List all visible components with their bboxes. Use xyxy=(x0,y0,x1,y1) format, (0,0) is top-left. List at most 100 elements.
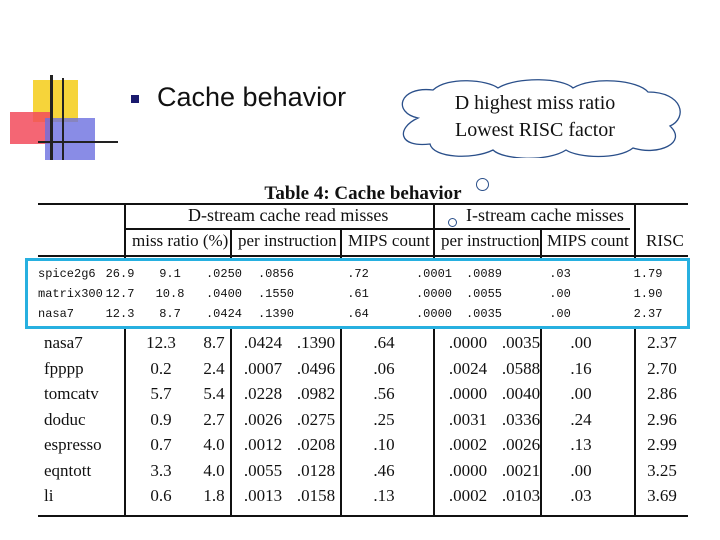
table-cell: 4.0 xyxy=(203,460,225,480)
table-cell: .06 xyxy=(373,358,395,378)
highlight-cell: .0001 xyxy=(415,267,452,281)
highlight-cell: .03 xyxy=(549,267,571,281)
highlight-benchmark-name: matrix300 xyxy=(38,287,103,301)
col-per-instruction-i: per instruction xyxy=(441,231,540,250)
highlight-cell: .0089 xyxy=(465,267,502,281)
table-cell: 2.96 xyxy=(647,409,677,429)
table-cell: .46 xyxy=(373,460,395,480)
highlight-cell: .0035 xyxy=(465,307,502,321)
table-cell: 2.37 xyxy=(647,333,677,352)
benchmark-name: fpppp xyxy=(44,358,84,378)
bubble-tail-dot xyxy=(476,178,489,191)
table-cell: 2.70 xyxy=(647,358,677,378)
table-rule xyxy=(38,255,688,257)
highlight-cell: .64 xyxy=(347,307,369,321)
table-cell: .0336 xyxy=(501,409,541,429)
thought-bubble-icon xyxy=(401,79,681,158)
table-cell: 2.99 xyxy=(647,435,677,454)
highlight-cell: 2.37 xyxy=(633,307,663,321)
benchmark-name: li xyxy=(44,486,54,505)
highlight-benchmark-name: spice2g6 xyxy=(38,267,96,281)
table-cell: .0496 xyxy=(296,358,336,378)
table-cell: 3.3 xyxy=(150,460,172,480)
table-cell: 1.8 xyxy=(203,486,225,505)
table-cell: .64 xyxy=(373,333,395,352)
table-cell: .0002 xyxy=(448,486,488,505)
table-cell: .0000 xyxy=(448,384,488,403)
bullet-icon xyxy=(131,95,139,103)
table-cell: .0002 xyxy=(448,435,488,454)
highlight-cell: 12.7 xyxy=(105,287,135,301)
highlight-cell: .0400 xyxy=(205,287,242,301)
table-cell: .25 xyxy=(373,409,395,429)
table-rule xyxy=(340,228,342,517)
table-cell: .0208 xyxy=(296,435,336,454)
table-cell: .0021 xyxy=(501,460,541,480)
highlight-cell: 9.1 xyxy=(159,267,181,281)
table-cell: .0040 xyxy=(501,384,541,403)
table-cell: .03 xyxy=(570,486,592,505)
table-title: Table 4: Cache behavior xyxy=(264,183,462,204)
table-cell: .0026 xyxy=(243,409,283,429)
table-rule xyxy=(38,203,688,205)
table-cell: .0026 xyxy=(501,435,541,454)
table-cell: .0228 xyxy=(243,384,283,403)
slide-heading: Cache behavior xyxy=(157,82,347,112)
benchmark-name: espresso xyxy=(44,435,102,454)
table-cell: .0424 xyxy=(243,333,283,352)
table-cell: 2.4 xyxy=(203,358,225,378)
highlight-cell: 1.90 xyxy=(633,287,663,301)
highlight-cell: 1.79 xyxy=(633,267,663,281)
highlight-cell: .1550 xyxy=(257,287,294,301)
highlight-cell: .00 xyxy=(549,307,571,321)
table-cell: .0000 xyxy=(448,333,488,352)
highlight-cell: .00 xyxy=(549,287,571,301)
group-header-i-stream: I-stream cache misses xyxy=(466,205,624,225)
logo-line xyxy=(50,75,53,160)
logo-line xyxy=(62,78,64,160)
group-header-d-stream: D-stream cache read misses xyxy=(188,205,389,225)
table-cell: .0013 xyxy=(243,486,283,505)
table-cell: .10 xyxy=(373,435,395,454)
highlight-cell: .61 xyxy=(347,287,369,301)
table-cell: .16 xyxy=(570,358,592,378)
col-mips-count-d: MIPS count xyxy=(348,231,430,250)
col-per-instruction-d: per instruction xyxy=(238,231,337,250)
highlight-cell: .1390 xyxy=(257,307,294,321)
table-cell: 2.86 xyxy=(647,384,677,403)
table-cell: 5.4 xyxy=(203,384,225,403)
table-cell: 0.9 xyxy=(150,409,172,429)
table-rule xyxy=(634,203,636,517)
table-cell: .0007 xyxy=(243,358,283,378)
table-cell: .0000 xyxy=(448,460,488,480)
table-cell: .0055 xyxy=(243,460,283,480)
col-mips-count-i: MIPS count xyxy=(547,231,629,250)
bubble-line-1: D highest miss ratio xyxy=(454,92,616,114)
benchmark-name: nasa7 xyxy=(44,333,83,352)
table-cell: .00 xyxy=(570,333,592,352)
table-cell: 0.7 xyxy=(150,435,172,454)
highlight-cell: .0000 xyxy=(415,307,452,321)
table-cell: 12.3 xyxy=(146,333,176,352)
highlight-cell: .0250 xyxy=(205,267,242,281)
table-cell: 8.7 xyxy=(203,333,225,352)
logo-blue-square xyxy=(45,118,95,160)
table-cell: .0103 xyxy=(501,486,541,505)
benchmark-name: doduc xyxy=(44,409,86,429)
highlight-cell: .0424 xyxy=(205,307,242,321)
highlight-benchmark-name: nasa7 xyxy=(38,307,75,321)
table-rule xyxy=(433,203,435,517)
table-cell: 3.69 xyxy=(647,486,677,505)
highlight-cell: .0000 xyxy=(415,287,452,301)
table-cell: 2.7 xyxy=(203,409,225,429)
highlight-cell: 8.7 xyxy=(159,307,181,321)
col-risc: RISC xyxy=(646,231,684,250)
table-cell: 0.2 xyxy=(150,358,172,378)
table-rule xyxy=(124,203,126,517)
benchmark-name: tomcatv xyxy=(44,384,99,403)
table-rule xyxy=(38,515,688,517)
table-cell: 0.6 xyxy=(150,486,172,505)
slide-logo xyxy=(0,0,120,170)
highlight-band: spice2g6 26.9 9.1 .0250 .0856 .72 .0001 .0089 .0… xyxy=(25,258,690,329)
highlight-cell: .0856 xyxy=(257,267,294,281)
